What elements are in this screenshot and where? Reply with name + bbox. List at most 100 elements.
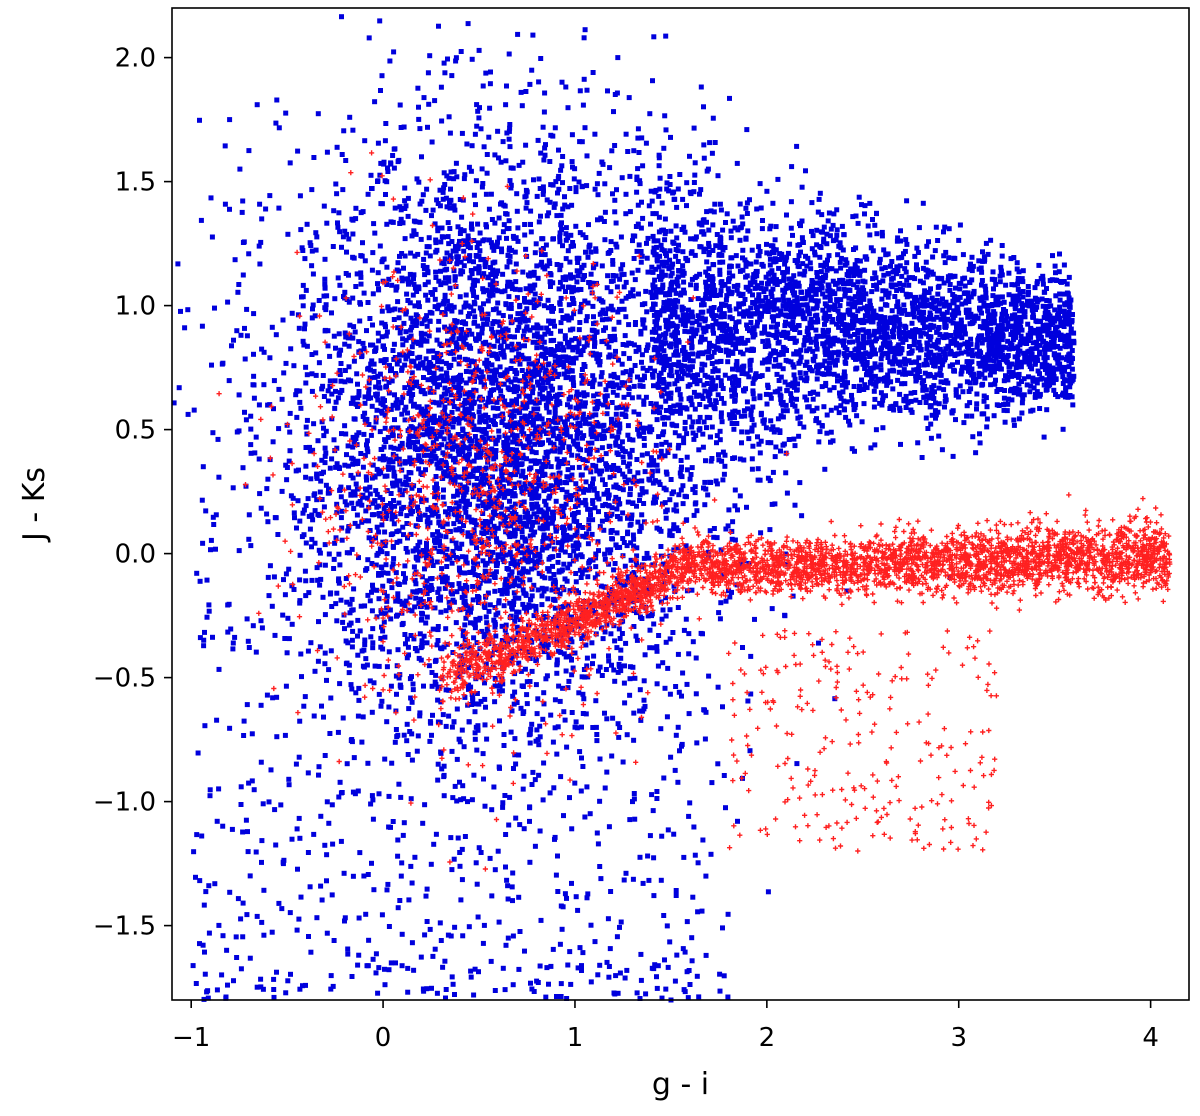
blue-point [571, 176, 577, 182]
blue-point [526, 434, 532, 439]
blue-point [505, 327, 511, 333]
blue-point [531, 504, 537, 510]
blue-point [279, 488, 285, 494]
blue-point [473, 701, 478, 707]
blue-point [758, 530, 764, 536]
blue-point [507, 600, 513, 606]
blue-point [346, 299, 352, 305]
blue-point [421, 266, 427, 272]
blue-point [366, 422, 372, 427]
blue-point [430, 563, 436, 568]
blue-point [627, 372, 633, 378]
blue-point [783, 551, 789, 557]
blue-point [589, 430, 595, 436]
blue-point [507, 125, 513, 131]
blue-point [565, 467, 571, 473]
blue-point [316, 298, 322, 303]
blue-point [627, 492, 633, 498]
blue-point [653, 289, 659, 295]
blue-point [667, 528, 673, 534]
blue-point [529, 558, 535, 564]
blue-point [392, 355, 398, 360]
blue-point [402, 488, 408, 494]
blue-point [522, 222, 528, 227]
blue-point [714, 440, 719, 446]
blue-point [418, 596, 424, 602]
blue-point [620, 471, 626, 477]
blue-point [474, 294, 480, 300]
blue-point [682, 419, 688, 425]
blue-point [555, 190, 560, 196]
blue-point [593, 351, 599, 357]
blue-point [616, 734, 622, 740]
blue-point [457, 482, 463, 488]
blue-point [368, 432, 374, 438]
blue-point [350, 295, 356, 301]
blue-point [617, 276, 623, 282]
blue-point [422, 331, 428, 337]
blue-point [306, 590, 312, 596]
blue-point [550, 563, 555, 569]
blue-point [463, 558, 469, 564]
blue-point [707, 140, 713, 146]
blue-point [546, 437, 552, 443]
blue-point [574, 496, 580, 502]
blue-point [533, 367, 539, 373]
blue-point [408, 333, 414, 339]
blue-point [537, 828, 543, 834]
blue-point [376, 691, 382, 697]
blue-point [582, 674, 588, 680]
blue-point [378, 201, 384, 207]
blue-point [555, 354, 561, 360]
blue-point [396, 358, 402, 364]
blue-point [678, 362, 684, 368]
blue-point [446, 529, 452, 534]
blue-point [505, 435, 511, 441]
blue-point [322, 281, 328, 287]
blue-point [477, 334, 482, 340]
blue-point [524, 692, 530, 698]
blue-point [588, 446, 593, 452]
blue-point [614, 187, 619, 193]
blue-point [491, 617, 497, 623]
blue-point [488, 526, 494, 532]
blue-point [339, 244, 344, 250]
blue-point [459, 541, 465, 547]
blue-point [503, 576, 509, 582]
blue-point [651, 645, 657, 651]
blue-point [349, 455, 355, 461]
blue-point [567, 525, 573, 531]
blue-point [231, 337, 236, 343]
blue-point [460, 586, 466, 592]
blue-point [339, 14, 344, 20]
blue-point [396, 500, 402, 506]
blue-point [360, 340, 366, 346]
blue-point [668, 390, 674, 396]
blue-point [349, 500, 355, 506]
blue-point [459, 594, 465, 600]
blue-point [469, 702, 475, 707]
blue-point [390, 544, 396, 550]
blue-point [414, 426, 420, 432]
blue-point [377, 385, 383, 391]
blue-point [665, 448, 671, 454]
blue-point [502, 582, 508, 588]
blue-point [322, 453, 328, 459]
blue-point [565, 374, 570, 380]
blue-point [370, 645, 376, 651]
blue-point [182, 325, 188, 331]
blue-point [557, 470, 563, 476]
blue-point [509, 531, 515, 536]
blue-point [554, 400, 560, 406]
blue-point [538, 482, 544, 488]
blue-point [399, 601, 405, 607]
blue-point [389, 760, 395, 766]
blue-point [638, 259, 644, 265]
blue-point [707, 528, 713, 534]
blue-point [248, 450, 254, 456]
blue-point [658, 599, 664, 605]
blue-point [305, 648, 311, 654]
blue-point [331, 208, 337, 214]
blue-point [503, 579, 509, 585]
blue-point [504, 226, 510, 232]
